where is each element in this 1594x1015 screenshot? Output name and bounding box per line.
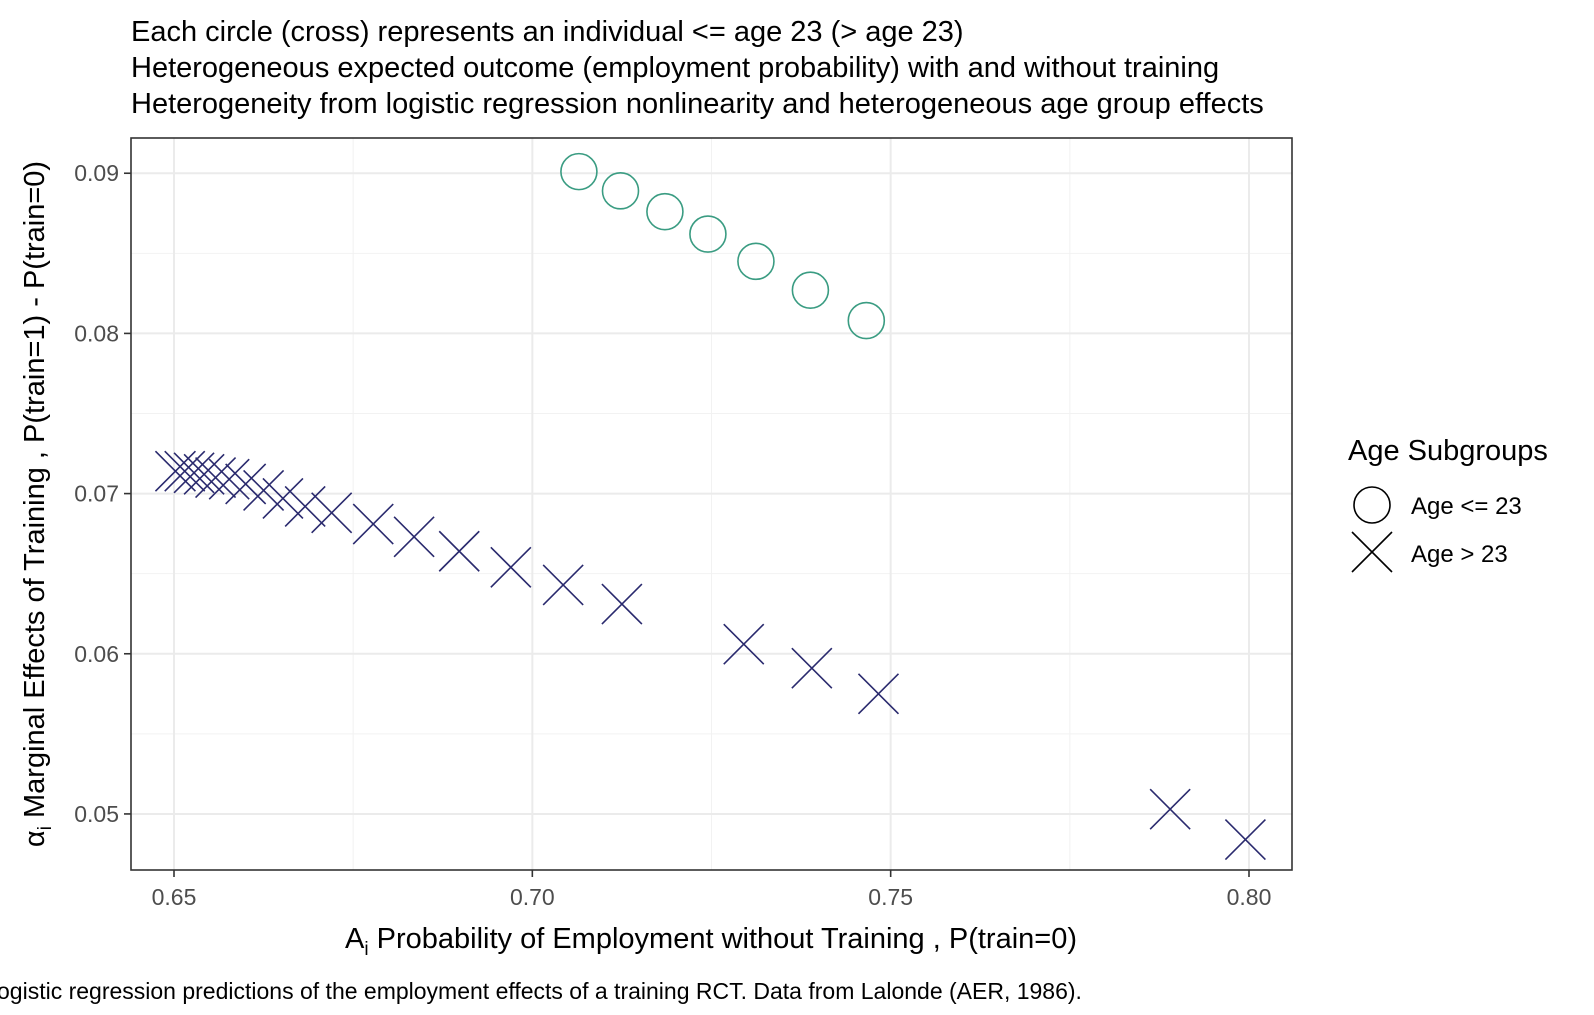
data-point-cross xyxy=(601,583,643,625)
grid-major xyxy=(131,138,1292,870)
data-point-cross xyxy=(542,564,584,606)
chart-title-line-2: Heterogeneous expected outcome (employme… xyxy=(131,52,1219,84)
data-point-cross xyxy=(352,503,394,545)
data-point-circle xyxy=(646,192,684,231)
y-tick-label: 0.09 xyxy=(74,160,119,186)
data-point-cross xyxy=(311,492,353,534)
legend: Age <= 23 Age > 23 xyxy=(1351,486,1522,573)
data-point-cross xyxy=(857,673,900,715)
legend-cross-key xyxy=(1351,531,1393,573)
data-point-circle xyxy=(689,215,727,253)
data-point-cross xyxy=(1224,819,1266,861)
data-point-cross xyxy=(195,457,237,499)
data-point-circle xyxy=(737,242,775,281)
caption: ogistic regression predictions of the em… xyxy=(0,978,1082,1004)
x-tick-label: 0.75 xyxy=(868,884,913,910)
data-point-cross xyxy=(1149,788,1191,830)
plot-border xyxy=(130,137,1293,871)
data-point-cross xyxy=(490,546,532,588)
data-point-circle xyxy=(847,301,886,340)
y-tick-label: 0.07 xyxy=(74,481,119,507)
chart-title-line-3: Heterogeneity from logistic regression n… xyxy=(131,88,1264,120)
data-point-cross xyxy=(183,453,225,495)
y-axis-ticks: 0.05 0.06 0.07 0.08 0.09 xyxy=(74,160,131,827)
y-tick-label: 0.08 xyxy=(74,320,119,346)
data-point-cross xyxy=(438,530,480,572)
y-tick-label: 0.06 xyxy=(74,641,119,667)
data-point-circle xyxy=(791,271,830,309)
legend-title: Age Subgroups xyxy=(1348,435,1548,467)
data-point-cross xyxy=(164,450,206,492)
y-axis-label: Marginal Effects of Training , P(train=1… xyxy=(19,161,51,818)
data-point-cross xyxy=(393,516,435,558)
legend-label-old: Age > 23 xyxy=(1411,541,1508,568)
data-point-cross xyxy=(262,477,304,519)
x-tick-label: 0.70 xyxy=(510,884,555,910)
x-axis-title: Ai Probability of Employment without Tra… xyxy=(345,923,1077,960)
grid-minor xyxy=(131,138,1292,870)
x-axis-label: Probability of Employment without Traini… xyxy=(377,923,1077,955)
x-axis-symbol: A xyxy=(345,923,365,955)
data-point-cross xyxy=(284,485,326,527)
legend-circle-key xyxy=(1353,486,1391,524)
legend-label-young: Age <= 23 xyxy=(1411,493,1522,520)
x-tick-label: 0.80 xyxy=(1227,884,1272,910)
y-axis-subscript: i xyxy=(35,826,56,830)
x-axis-ticks: 0.65 0.70 0.75 0.80 xyxy=(152,870,1272,910)
y-axis-title: αi Marginal Effects of Training , P(trai… xyxy=(19,161,56,847)
data-point-circle xyxy=(601,172,640,210)
chart-title-line-1: Each circle (cross) represents an indivi… xyxy=(131,16,964,48)
x-tick-label: 0.65 xyxy=(152,884,197,910)
y-axis-symbol: α xyxy=(19,830,51,847)
data-point-cross xyxy=(154,450,196,492)
x-axis-subscript: i xyxy=(364,939,368,960)
data-point-cross xyxy=(225,463,267,505)
y-tick-label: 0.05 xyxy=(74,801,119,827)
data-points xyxy=(154,152,1266,861)
data-point-cross xyxy=(791,647,833,689)
data-point-circle xyxy=(560,152,598,191)
data-point-cross xyxy=(208,458,250,500)
data-point-cross xyxy=(723,623,765,665)
